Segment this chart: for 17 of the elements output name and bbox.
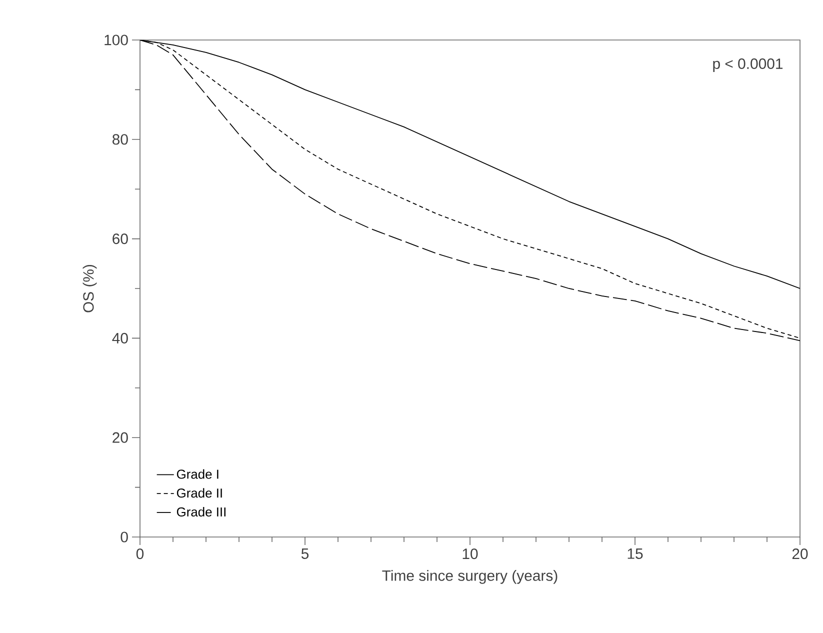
x-tick-label: 10	[462, 548, 478, 560]
x-tick-label: 15	[628, 548, 643, 559]
y-tick-label: 60	[112, 234, 128, 244]
x-tick-label: 20	[792, 548, 808, 560]
annotation: p < 0.0001	[713, 58, 783, 72]
y-tick-label: 20	[112, 432, 128, 443]
x-tick-label: 0	[136, 548, 144, 560]
y-tick-label: 40	[112, 332, 128, 344]
y-axis-title: OS (%)	[82, 264, 97, 312]
y-tick-label: 100	[104, 34, 128, 46]
legend-label: Grade II	[176, 488, 222, 498]
legend-label: Grade I	[176, 469, 218, 479]
y-tick-label: 0	[120, 532, 128, 542]
legend-label: Grade III	[176, 507, 226, 517]
x-axis-title: Time since surgery (years)	[382, 570, 558, 584]
y-tick-label: 80	[112, 134, 128, 145]
x-tick-label: 5	[301, 548, 309, 559]
